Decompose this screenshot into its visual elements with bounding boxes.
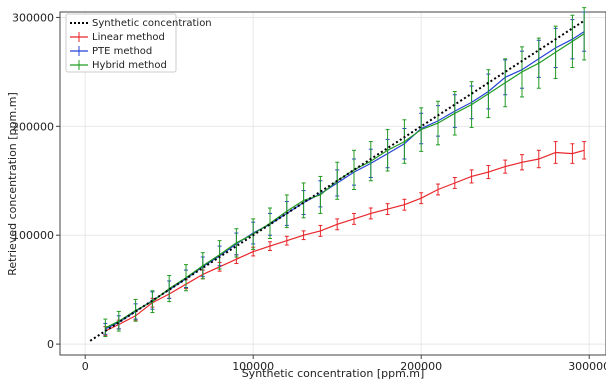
- y-axis-label: Retrieved concentration [ppm.m]: [6, 92, 19, 276]
- legend: Synthetic concentration Linear method PT…: [65, 13, 212, 73]
- series-line-linear-method: [105, 149, 585, 332]
- series-line-hybrid-method: [105, 33, 585, 329]
- series-linear-method: [103, 141, 587, 336]
- y-tick-label: 200000: [12, 120, 54, 133]
- x-tick-label: 0: [82, 360, 89, 373]
- y-tick-label: 300000: [12, 11, 54, 24]
- series-synthetic-concentration: [89, 19, 585, 342]
- legend-label-hybrid: Hybrid method: [92, 60, 167, 71]
- x-axis-ticks: 0 100000 200000 300000: [82, 355, 606, 373]
- y-tick-label: 0: [47, 338, 54, 351]
- y-tick-label: 100000: [12, 229, 54, 242]
- series-layer: [89, 7, 587, 342]
- x-tick-label: 100000: [232, 360, 274, 373]
- plot-frame: [59, 11, 606, 356]
- legend-label-synthetic: Synthetic concentration: [92, 18, 212, 29]
- series-line-synthetic-concentration: [89, 19, 585, 342]
- x-axis-label: Synthetic concentration [ppm.m]: [242, 367, 425, 380]
- legend-label-pte: PTE method: [92, 46, 152, 57]
- series-line-pte-method: [105, 31, 585, 330]
- grid: [60, 12, 606, 355]
- x-tick-label: 200000: [400, 360, 442, 373]
- series-hybrid-method: [103, 7, 587, 337]
- legend-label-linear: Linear method: [92, 32, 165, 43]
- y-axis-ticks: 0 100000 200000 300000: [12, 11, 60, 351]
- legend-box: [65, 13, 177, 73]
- x-tick-label: 300000: [568, 360, 606, 373]
